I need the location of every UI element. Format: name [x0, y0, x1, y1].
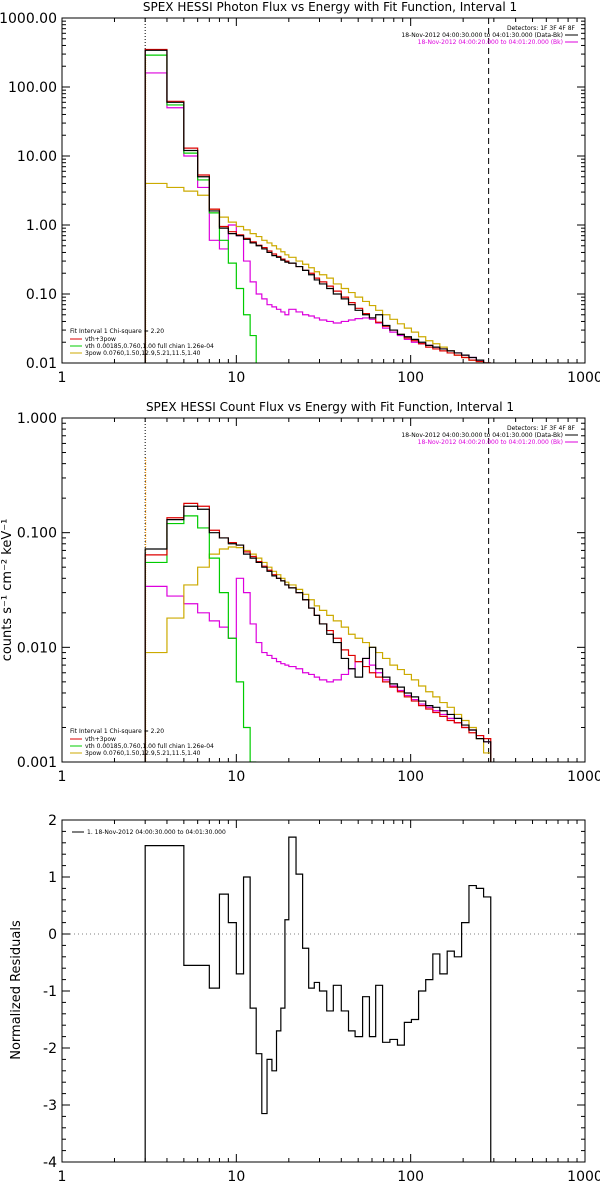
- series-1-18-nov-2012-04-00-30-000-to-04-01-30-000-line: [144, 836, 492, 1162]
- y-tick-label: 0.01: [26, 356, 57, 372]
- x-tick-label: 10: [227, 1169, 245, 1185]
- y-axis-label: counts s⁻¹ cm⁻² keV⁻¹: [0, 519, 15, 662]
- series-bk-line: [144, 72, 491, 363]
- fit-legend-item: vth 0.00185,0.760,1.00 full chian 1.26e-…: [85, 743, 214, 750]
- series-vth-3pow-line: [144, 48, 491, 363]
- y-tick-label: -2: [43, 1041, 57, 1057]
- fit-legend-item: vth+3pow: [85, 736, 116, 743]
- y-tick-label: -4: [43, 1155, 57, 1171]
- panel-title: SPEX HESSI Count Flux vs Energy with Fit…: [146, 400, 514, 414]
- detectors-text: Detectors: 1F 3F 4F 8F: [507, 425, 576, 432]
- plot-frame: [61, 417, 586, 763]
- detectors-text: Detectors: 1F 3F 4F 8F: [507, 25, 576, 32]
- y-tick-label: 1.000: [17, 411, 57, 427]
- fit-legend-header: Fit Interval 1 Chi-square = 2.20: [70, 328, 164, 335]
- y-tick-label: 1000.00: [0, 11, 57, 27]
- y-axis-label: Normalized Residuals: [9, 920, 24, 1060]
- x-tick-label: 100: [397, 769, 424, 785]
- panel-title: SPEX HESSI Photon Flux vs Energy with Fi…: [143, 0, 517, 14]
- y-tick-label: 2: [48, 813, 57, 829]
- x-tick-label: 1000: [567, 1169, 600, 1185]
- fit-legend-item: 3pow 0.0760,1.50,12.9,5.21,11.5,1.40: [85, 350, 201, 357]
- x-tick-label: 100: [397, 1169, 424, 1185]
- x-tick-label: 1: [58, 769, 67, 785]
- photon-flux-panel: SPEX HESSI Photon Flux vs Energy with Fi…: [0, 0, 600, 386]
- time-range-bk: 18-Nov-2012 04:00:20.000 to 04:01:20.000…: [418, 39, 563, 46]
- series-data-bk-line: [144, 505, 492, 762]
- series-bk-line: [144, 577, 492, 762]
- count-flux-panel: SPEX HESSI Count Flux vs Energy with Fit…: [0, 400, 600, 785]
- y-tick-label: 100.00: [8, 80, 57, 96]
- x-tick-label: 10: [227, 370, 245, 386]
- plot-frame: [61, 17, 586, 364]
- x-tick-label: 100: [397, 370, 424, 386]
- fit-legend-item: vth 0.00185,0.760,1.00 full chian 1.26e-…: [85, 343, 214, 350]
- series-vth-line: [144, 54, 257, 363]
- fit-legend-item: vth+3pow: [85, 336, 116, 343]
- fit-legend-item: 3pow 0.0760,1.50,12.9,5.21,11.5,1.40: [85, 750, 201, 757]
- legend-item: 1. 18-Nov-2012 04:00:30.000 to 04:01:30.…: [87, 829, 226, 836]
- fit-legend-header: Fit Interval 1 Chi-square = 2.20: [70, 728, 164, 735]
- y-tick-label: 0.010: [17, 640, 57, 656]
- x-tick-label: 10: [227, 769, 245, 785]
- y-tick-label: 10.00: [17, 149, 57, 165]
- series-data-bk-line: [144, 49, 491, 363]
- series-3pow-line: [144, 546, 492, 762]
- y-tick-label: 1: [48, 870, 57, 886]
- y-tick-label: 0.100: [17, 526, 57, 542]
- y-tick-label: -3: [43, 1098, 57, 1114]
- time-range-bk: 18-Nov-2012 04:00:20.000 to 04:01:20.000…: [418, 439, 563, 446]
- series-vth-3pow-line: [144, 502, 492, 762]
- residuals-panel: 1 10 100 1000 -4 -3 -2 -1 0 1 2 Normaliz…: [9, 813, 600, 1185]
- y-tick-label: 1.00: [26, 218, 57, 234]
- time-range-data: 18-Nov-2012 04:00:30.000 to 04:01:30.000…: [401, 432, 563, 439]
- x-tick-label: 1: [58, 1169, 67, 1185]
- series-3pow-line: [144, 182, 491, 363]
- x-tick-label: 1: [58, 370, 67, 386]
- x-tick-label: 1000: [567, 370, 600, 386]
- y-tick-label: -1: [43, 984, 57, 1000]
- time-range-data: 18-Nov-2012 04:00:30.000 to 04:01:30.000…: [401, 32, 563, 39]
- x-tick-label: 1000: [567, 769, 600, 785]
- series-vth-line: [144, 515, 257, 762]
- y-tick-label: 0.001: [17, 755, 57, 771]
- y-tick-label: 0.10: [26, 287, 57, 303]
- y-tick-label: 0: [48, 927, 57, 943]
